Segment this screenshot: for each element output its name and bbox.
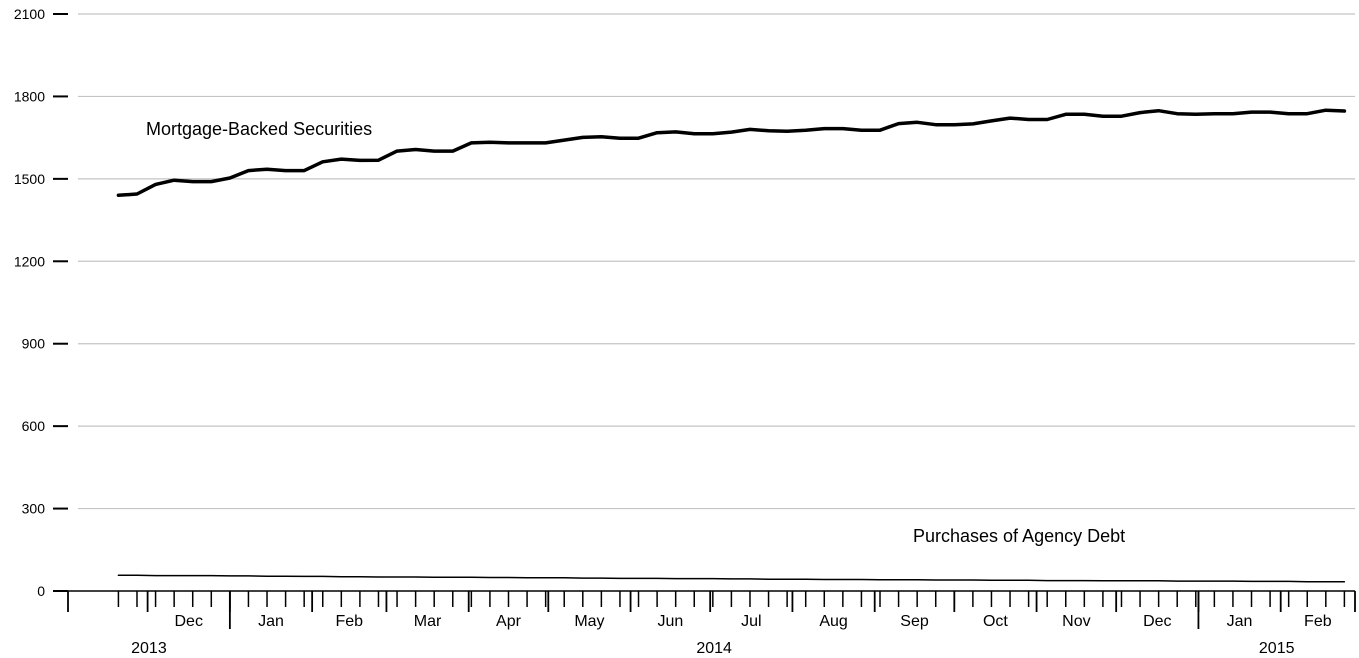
month-label: Jul bbox=[741, 613, 761, 630]
series-labels: Mortgage-Backed Securities Purchases of … bbox=[146, 119, 1125, 546]
month-label: Feb bbox=[335, 613, 363, 630]
series-line-agency-debt bbox=[117, 574, 1346, 583]
y-axis: 0 300 600 900 1200 1500 1800 2100 bbox=[14, 6, 68, 599]
month-label: Jan bbox=[1227, 613, 1253, 630]
month-label: Jan bbox=[258, 613, 284, 630]
y-tick-label: 2100 bbox=[14, 6, 45, 22]
month-label: Oct bbox=[983, 613, 1008, 630]
gridlines bbox=[78, 13, 1355, 510]
month-label: Apr bbox=[496, 613, 522, 630]
month-label: Dec bbox=[1143, 613, 1171, 630]
year-label: 2013 bbox=[131, 640, 167, 657]
y-tick-label: 0 bbox=[37, 583, 45, 599]
month-label: Aug bbox=[819, 613, 847, 630]
month-label: Mar bbox=[414, 613, 442, 630]
y-tick-label: 600 bbox=[22, 418, 46, 434]
year-label: 2014 bbox=[696, 640, 732, 657]
series-label-mbs: Mortgage-Backed Securities bbox=[146, 119, 372, 139]
series-label-agency-debt: Purchases of Agency Debt bbox=[913, 526, 1125, 546]
month-label: Feb bbox=[1304, 613, 1332, 630]
month-label: May bbox=[574, 613, 604, 630]
month-label: Nov bbox=[1062, 613, 1090, 630]
y-tick-label: 1800 bbox=[14, 88, 45, 104]
y-tick-label: 1500 bbox=[14, 171, 45, 187]
series bbox=[116, 108, 1347, 583]
x-axis: Dec Jan Feb Mar Apr May Jun Jul Aug Sep Oct Nov Dec J… bbox=[67, 590, 1356, 657]
month-label: Dec bbox=[175, 613, 203, 630]
y-tick-label: 1200 bbox=[14, 253, 45, 269]
month-label: Jun bbox=[657, 613, 683, 630]
month-label: Sep bbox=[900, 613, 929, 630]
y-tick-label: 900 bbox=[22, 336, 46, 352]
year-label: 2015 bbox=[1259, 640, 1295, 657]
series-line-mbs bbox=[116, 108, 1347, 198]
y-tick-label: 300 bbox=[22, 501, 46, 517]
